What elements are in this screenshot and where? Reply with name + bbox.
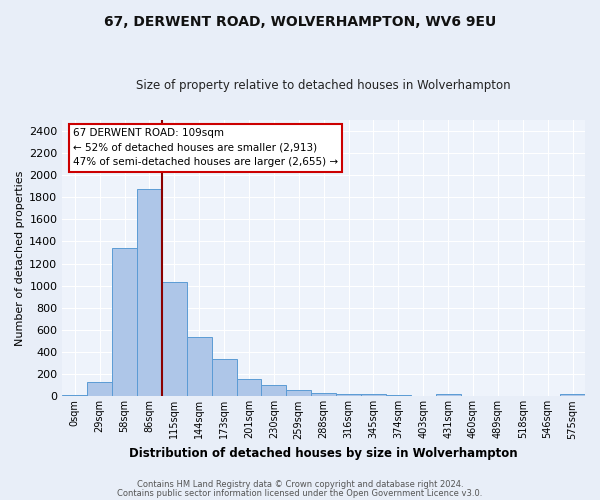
Text: 67 DERWENT ROAD: 109sqm
← 52% of detached houses are smaller (2,913)
47% of semi: 67 DERWENT ROAD: 109sqm ← 52% of detache… (73, 128, 338, 168)
Text: Contains public sector information licensed under the Open Government Licence v3: Contains public sector information licen… (118, 489, 482, 498)
Bar (336, 394, 361, 396)
Bar (436, 394, 461, 396)
Bar (236, 378, 262, 396)
Bar (262, 386, 286, 396)
Title: Size of property relative to detached houses in Wolverhampton: Size of property relative to detached ho… (136, 79, 511, 92)
Bar (137, 190, 162, 396)
Bar (87, 382, 112, 396)
Bar (311, 392, 336, 396)
Bar (361, 394, 386, 396)
X-axis label: Distribution of detached houses by size in Wolverhampton: Distribution of detached houses by size … (130, 447, 518, 460)
Bar (112, 248, 137, 396)
Bar (62, 394, 87, 396)
Text: 67, DERWENT ROAD, WOLVERHAMPTON, WV6 9EU: 67, DERWENT ROAD, WOLVERHAMPTON, WV6 9EU (104, 15, 496, 29)
Text: Contains HM Land Registry data © Crown copyright and database right 2024.: Contains HM Land Registry data © Crown c… (137, 480, 463, 489)
Bar (286, 390, 311, 396)
Y-axis label: Number of detached properties: Number of detached properties (15, 170, 25, 346)
Bar (560, 394, 585, 396)
Bar (212, 360, 236, 397)
Bar (187, 337, 212, 396)
Bar (162, 282, 187, 397)
